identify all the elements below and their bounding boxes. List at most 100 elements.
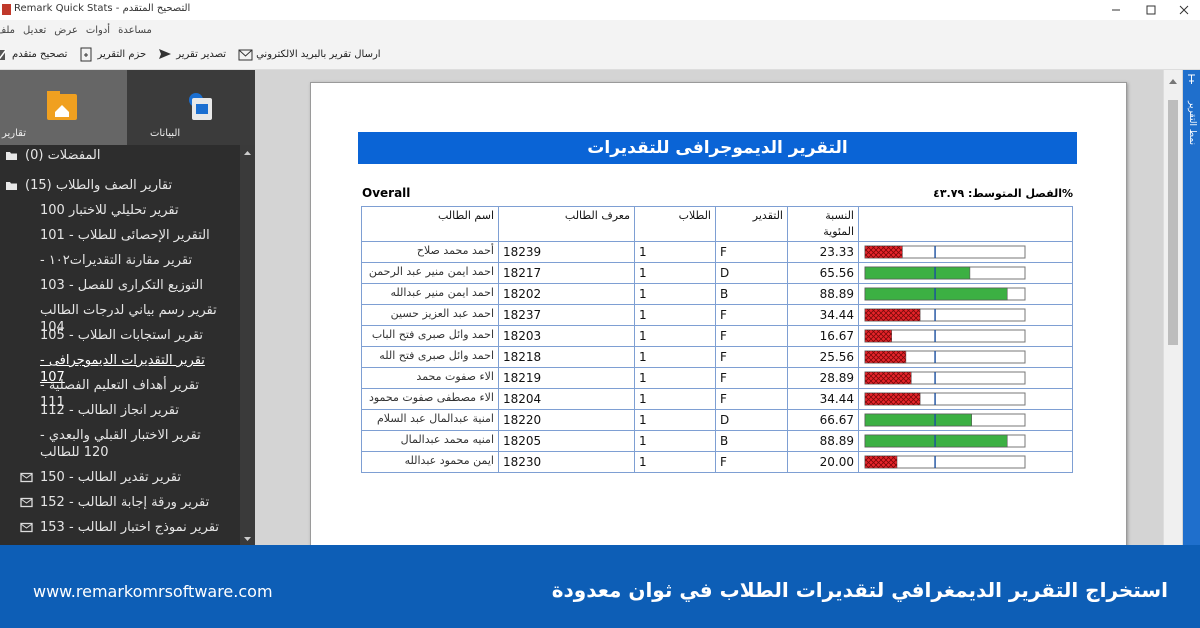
student-name: الاء صفوت محمد	[361, 367, 499, 389]
percent: 28.89	[787, 367, 859, 389]
tree-label: تقارير الصف والطلاب (15)	[25, 178, 173, 193]
scroll-arrows	[244, 151, 251, 541]
window-title: Remark Quick Stats - التصحيح المتقدم	[14, 3, 191, 14]
tree-label: تقرير انجاز الطالب - 112	[40, 403, 179, 418]
tree-icon	[20, 497, 33, 508]
tree-label: تقرير نموذج اختبار الطالب - 153	[40, 520, 220, 535]
grade: F	[715, 451, 788, 473]
student-count: 1	[634, 262, 716, 284]
student-id: 18203	[498, 325, 635, 347]
percent: 65.56	[787, 262, 859, 284]
student-count: 1	[634, 241, 716, 263]
student-name: احمد وائل صبرى فتح الباب	[361, 325, 499, 347]
banner-url: www.remarkomrsoftware.com	[33, 582, 273, 601]
percent: 20.00	[787, 451, 859, 473]
student-id: 18204	[498, 388, 635, 410]
student-name: أحمد محمد صلاح	[361, 241, 499, 263]
tree-label: تقرير ورقة إجابة الطالب - 152	[40, 495, 210, 510]
toolbar-label: تصحيح متقدم	[12, 49, 68, 60]
pin-icon[interactable]	[1186, 73, 1197, 85]
menu-item[interactable]: عرض	[54, 24, 78, 36]
bar-cell	[858, 346, 1073, 368]
table-row: احمد ايمن منير عبد الرحمن 18217 1 D 65.56	[361, 262, 1073, 284]
toolbar-label: ارسال تقرير بالبريد الالكتروني	[256, 49, 381, 60]
student-id: 18218	[498, 346, 635, 368]
grade: F	[715, 304, 788, 326]
toolbar-button[interactable]: حزم التقرير	[79, 47, 146, 62]
tree-label: تقرير تحليلي للاختبار 100	[40, 203, 179, 218]
student-id: 18219	[498, 367, 635, 389]
percent-bar-chart	[864, 371, 1026, 385]
data-icon	[189, 93, 212, 120]
percent: 66.67	[787, 409, 859, 431]
right-panel: نمط التقرير	[1183, 70, 1200, 545]
tree-label: تقرير الاختبار القبلي والبعدي - 120 للطا…	[40, 428, 201, 460]
side-tab[interactable]: نمط التقرير	[1187, 100, 1197, 146]
student-id: 18230	[498, 451, 635, 473]
tree-label: المفضلات (0)	[25, 148, 101, 163]
tree-label: تقرير استجابات الطلاب - 105	[40, 328, 204, 343]
bar-hatch	[865, 309, 921, 321]
menu-item[interactable]: أدوات	[85, 24, 111, 36]
tab-data[interactable]: البيانات	[128, 70, 255, 145]
bar-hatch	[865, 351, 906, 363]
toolbar-label: حزم التقرير	[97, 49, 147, 60]
percent: 34.44	[787, 388, 859, 410]
scrollbar[interactable]	[240, 145, 255, 545]
percent-bar-chart	[864, 392, 1026, 406]
reports-icon	[47, 91, 77, 120]
menu-item[interactable]: مساعدة	[118, 24, 152, 36]
percent-bar-chart	[864, 413, 1026, 427]
student-count: 1	[634, 388, 716, 410]
student-count: 1	[634, 409, 716, 431]
table-row: احمد عبد العزيز حسين 18237 1 F 34.44	[361, 304, 1073, 326]
grade: F	[715, 367, 788, 389]
banner-headline: استخراج التقرير الديمغرافي لتقديرات الطل…	[551, 578, 1168, 602]
report-tree: المفضلات (0) تقارير الصف والطلاب (15) تقري…	[0, 145, 240, 545]
percent-bar-chart	[864, 455, 1026, 469]
bar-hatch	[865, 456, 897, 468]
student-name: امنيه محمد عبدالمال	[361, 430, 499, 452]
student-id: 18205	[498, 430, 635, 452]
toolbar-icon	[238, 49, 253, 61]
grade: F	[715, 346, 788, 368]
table-row: احمد وائل صبرى فتح الله 18218 1 F 25.56	[361, 346, 1073, 368]
column-header: التقدير	[715, 206, 788, 242]
toolbar-button[interactable]: تصدير تقرير	[158, 47, 226, 62]
percent-bar-chart	[864, 434, 1026, 448]
toolbar-icon	[0, 49, 7, 60]
bar-cell	[858, 304, 1073, 326]
toolbar-button[interactable]: ارسال تقرير بالبريد الالكتروني	[238, 47, 381, 62]
bar-cell	[858, 241, 1073, 263]
scrollbar[interactable]	[1163, 70, 1182, 545]
column-header	[858, 206, 1073, 242]
student-name: الاء مصطفى صفوت محمود	[361, 388, 499, 410]
tab-label: تقارير	[2, 128, 27, 139]
window-controls[interactable]	[1100, 0, 1200, 20]
bar-cell	[858, 367, 1073, 389]
student-id: 18237	[498, 304, 635, 326]
student-id: 18202	[498, 283, 635, 305]
toolbar-button[interactable]: تصحيح متقدم	[0, 47, 67, 62]
tree-icon	[6, 152, 17, 160]
column-header: الطلاب	[634, 206, 716, 242]
menu-item[interactable]: تعديل	[23, 24, 47, 36]
bar-hatch	[865, 246, 903, 258]
student-count: 1	[634, 304, 716, 326]
header-row: اسم الطالب معرف الطالب الطلاب التقدير النسبة…	[361, 206, 1073, 242]
table-row: ايمن محمود عبدالله 18230 1 F 20.00	[361, 451, 1073, 473]
student-name: احمد ايمن منير عبد الرحمن	[361, 262, 499, 284]
table-row: احمد وائل صبرى فتح الباب 18203 1 F 16.67	[361, 325, 1073, 347]
percent-bar	[864, 287, 1008, 301]
percent: 88.89	[787, 283, 859, 305]
bar-cell	[858, 262, 1073, 284]
bar-cell	[858, 283, 1073, 305]
toolbar-icon	[159, 49, 172, 59]
bar-hatch	[865, 393, 921, 405]
menu-item[interactable]: ملف	[0, 24, 16, 36]
app-icon	[2, 4, 11, 15]
student-id: 18217	[498, 262, 635, 284]
student-id: 18220	[498, 409, 635, 431]
tab-reports[interactable]: تقارير	[0, 70, 127, 145]
